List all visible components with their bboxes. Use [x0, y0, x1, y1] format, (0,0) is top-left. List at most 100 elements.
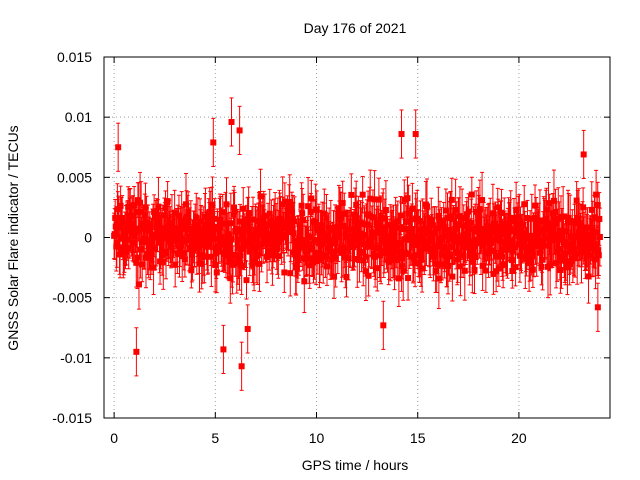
- data-point: [594, 201, 601, 208]
- data-point: [333, 234, 340, 241]
- data-point: [156, 239, 163, 246]
- data-point: [439, 251, 446, 258]
- data-point: [563, 228, 570, 235]
- data-point: [440, 219, 447, 226]
- data-point: [405, 275, 412, 282]
- y-tick-label: 0.015: [57, 49, 92, 65]
- y-tick-label: -0.005: [52, 290, 92, 306]
- data-point: [496, 237, 503, 244]
- data-point: [559, 232, 566, 239]
- data-point: [483, 222, 490, 229]
- data-point: [423, 203, 430, 210]
- data-point: [515, 213, 522, 220]
- data-point: [537, 237, 544, 244]
- data-point: [162, 249, 169, 256]
- data-point: [578, 248, 585, 255]
- data-point: [317, 233, 324, 240]
- data-point: [512, 264, 519, 271]
- data-point: [301, 278, 308, 285]
- data-point: [168, 220, 175, 227]
- data-point: [446, 253, 453, 260]
- data-point: [572, 255, 579, 262]
- data-point: [465, 228, 472, 235]
- data-point: [396, 240, 403, 247]
- data-point: [567, 219, 574, 226]
- data-point: [445, 262, 452, 269]
- data-point: [516, 252, 523, 259]
- data-point: [576, 238, 583, 245]
- data-point: [432, 267, 439, 274]
- data-point: [267, 232, 274, 239]
- data-point: [148, 237, 155, 244]
- data-point: [527, 232, 534, 239]
- data-point: [328, 256, 335, 263]
- data-point: [247, 239, 254, 246]
- data-point: [135, 281, 142, 288]
- data-point: [306, 262, 313, 269]
- data-point: [383, 234, 390, 241]
- data-point: [344, 226, 351, 233]
- data-point: [375, 223, 382, 230]
- data-point: [389, 225, 396, 232]
- data-point: [189, 247, 196, 254]
- data-point: [173, 237, 180, 244]
- data-point: [152, 245, 159, 252]
- data-point: [154, 216, 161, 223]
- data-point: [399, 252, 406, 259]
- data-point: [398, 131, 405, 138]
- data-point: [455, 221, 462, 228]
- data-point: [356, 234, 363, 241]
- data-point: [299, 210, 306, 217]
- data-point: [387, 221, 394, 228]
- data-point: [131, 202, 138, 209]
- data-point: [438, 261, 445, 268]
- data-point: [251, 258, 258, 265]
- data-point: [240, 221, 247, 228]
- data-point: [300, 216, 307, 223]
- data-point: [577, 222, 584, 229]
- data-point: [313, 206, 320, 213]
- data-point: [184, 213, 191, 220]
- data-point: [281, 269, 288, 276]
- data-point: [244, 221, 251, 228]
- data-point: [393, 224, 400, 231]
- data-point: [188, 250, 195, 257]
- data-point: [244, 325, 251, 332]
- data-point: [437, 238, 444, 245]
- x-tick-label: 10: [309, 430, 325, 446]
- data-point: [338, 249, 345, 256]
- data-point: [591, 214, 598, 221]
- data-point: [266, 247, 273, 254]
- data-point: [185, 208, 192, 215]
- data-point: [460, 243, 467, 250]
- data-point: [402, 218, 409, 225]
- data-point: [441, 244, 448, 251]
- data-point: [494, 204, 501, 211]
- data-point: [528, 215, 535, 222]
- data-point: [335, 230, 342, 237]
- data-point: [336, 210, 343, 217]
- data-point: [452, 206, 459, 213]
- data-point: [300, 255, 307, 262]
- data-point: [222, 220, 229, 227]
- data-point: [128, 213, 135, 220]
- data-point: [588, 206, 595, 213]
- data-point: [117, 202, 124, 209]
- data-point: [562, 258, 569, 265]
- data-point: [175, 212, 182, 219]
- data-point: [168, 241, 175, 248]
- data-point: [180, 223, 187, 230]
- data-point: [595, 247, 602, 254]
- data-point: [354, 255, 361, 262]
- data-point: [509, 237, 516, 244]
- data-point: [293, 253, 300, 260]
- data-point: [191, 241, 198, 248]
- data-point: [264, 253, 271, 260]
- data-point: [552, 209, 559, 216]
- data-point: [202, 227, 209, 234]
- data-point: [211, 215, 218, 222]
- data-point: [529, 266, 536, 273]
- data-point: [369, 214, 376, 221]
- data-point: [569, 233, 576, 240]
- data-point: [500, 261, 507, 268]
